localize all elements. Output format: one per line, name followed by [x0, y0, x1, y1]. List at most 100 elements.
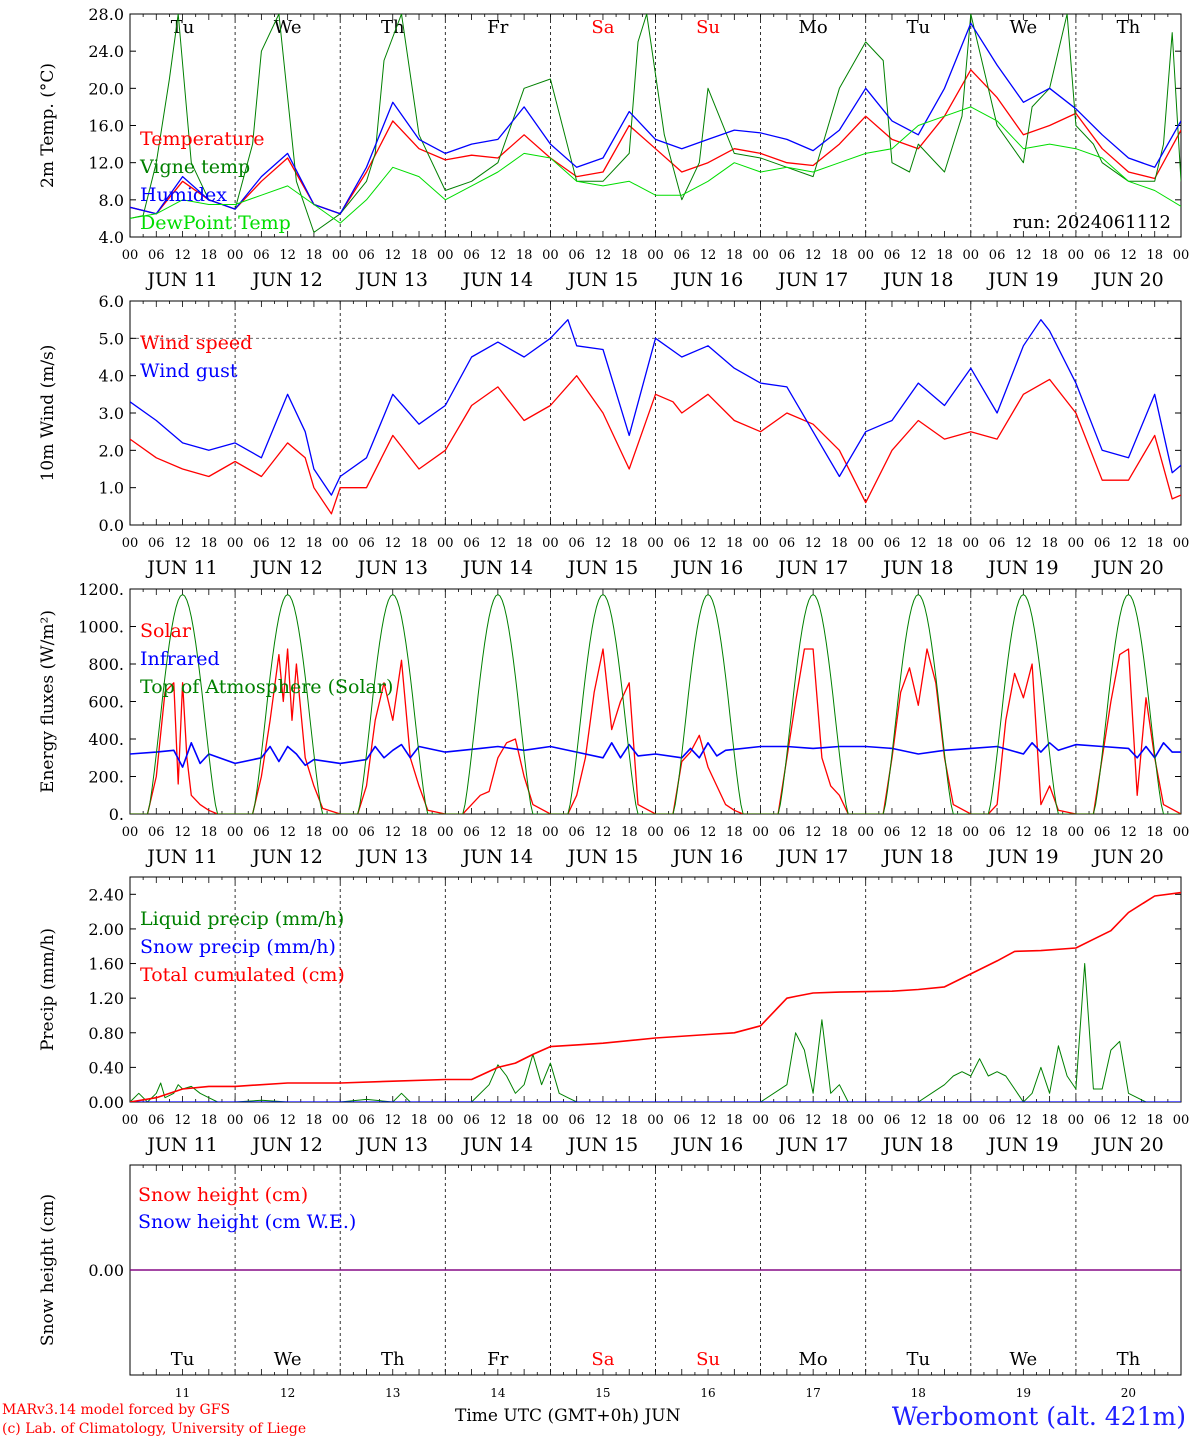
hour-label: 12 — [384, 825, 401, 840]
hour-label: 00 — [1173, 825, 1190, 840]
hour-label: 06 — [253, 536, 270, 551]
date-label: JUN 19 — [986, 557, 1058, 579]
day-name: Su — [696, 17, 720, 38]
y-tick-label: 1.0 — [99, 479, 124, 498]
day-name: Mo — [799, 1349, 828, 1370]
series-group — [130, 319, 1181, 515]
y-tick-label: 16.0 — [88, 117, 124, 136]
hour-label: 00 — [122, 248, 139, 263]
hour-label: 06 — [358, 825, 375, 840]
hour-label: 18 — [1146, 825, 1163, 840]
panel-2: 0.0 1.0 2.0 3.0 4.0 5.0 6.0 10m Wind (m/s) 00 06 1… — [38, 292, 1189, 579]
date-label: JUN 19 — [986, 846, 1058, 868]
y-tick-label: 0.0 — [99, 516, 124, 535]
day-name: Th — [1117, 1349, 1141, 1370]
hour-label: 18 — [621, 1113, 638, 1128]
hour-label: 18 — [201, 248, 218, 263]
hour-label: 18 — [201, 825, 218, 840]
y-axis-label: 2m Temp. (°C) — [38, 63, 58, 188]
hour-label: 00 — [227, 1113, 244, 1128]
hour-label: 00 — [437, 536, 454, 551]
hour-label: 12 — [1015, 825, 1032, 840]
hour-label: 06 — [463, 248, 480, 263]
hour-label: 00 — [542, 825, 559, 840]
legend-entry: Wind gust — [140, 360, 238, 382]
hour-label: 06 — [568, 825, 585, 840]
hour-label: 00 — [332, 1113, 349, 1128]
hour-label: 12 — [490, 825, 507, 840]
hour-label: 18 — [1146, 248, 1163, 263]
hour-label: 06 — [1094, 248, 1111, 263]
run-label: run: 2024061112 — [1013, 212, 1171, 233]
meteogram-svg: 4.0 8.0 12.0 16.0 20.0 24.0 28.0 2m Temp. (°C) 0… — [38, 5, 1190, 1400]
date-label: JUN 15 — [566, 846, 638, 868]
hour-label: 06 — [989, 248, 1006, 263]
day-name: We — [274, 1349, 302, 1370]
day-name: Tu — [906, 17, 930, 38]
date-label: JUN 16 — [671, 1134, 743, 1156]
y-tick-label: 4.0 — [99, 367, 124, 386]
y-tick-label: 20.0 — [88, 79, 124, 98]
hour-label: 00 — [542, 248, 559, 263]
date-label: JUN 20 — [1091, 557, 1163, 579]
day-name: Th — [1117, 17, 1141, 38]
hour-label: 18 — [831, 825, 848, 840]
y-tick-label: 6.0 — [99, 292, 124, 311]
date-label: JUN 15 — [566, 269, 638, 291]
day-number: 13 — [385, 1386, 400, 1400]
hour-label: 18 — [201, 536, 218, 551]
series-line-wind-speed — [130, 375, 1181, 515]
hour-label: 18 — [1041, 825, 1058, 840]
plot-frame — [129, 588, 1182, 815]
legend-entry: Snow height (cm W.E.) — [138, 1211, 356, 1233]
hour-label: 06 — [674, 248, 691, 263]
series-line-dewpoint-temp — [130, 106, 1181, 224]
hour-label: 12 — [174, 1113, 191, 1128]
hour-label: 12 — [595, 248, 612, 263]
hour-label: 00 — [752, 1113, 769, 1128]
legend-entry: Liquid precip (mm/h) — [140, 908, 344, 930]
date-label: JUN 15 — [566, 557, 638, 579]
hour-label: 00 — [227, 536, 244, 551]
day-name: Th — [381, 17, 405, 38]
hour-label: 06 — [358, 536, 375, 551]
hour-label: 06 — [989, 825, 1006, 840]
series-line-wind-gust — [130, 319, 1181, 496]
hour-label: 00 — [647, 825, 664, 840]
hour-label: 00 — [647, 1113, 664, 1128]
hour-label: 00 — [857, 1113, 874, 1128]
hour-label: 18 — [831, 248, 848, 263]
panel-4: 0.00 0.40 0.80 1.20 1.60 2.00 2.40 Precip (mm/h… — [38, 876, 1190, 1156]
panel-1: 4.0 8.0 12.0 16.0 20.0 24.0 28.0 2m Temp. (°C) 0… — [38, 5, 1189, 291]
hour-label: 12 — [279, 825, 296, 840]
hour-label: 12 — [1120, 248, 1137, 263]
hour-label: 00 — [1173, 1113, 1190, 1128]
day-name: We — [1010, 17, 1038, 38]
hour-label: 06 — [253, 825, 270, 840]
hour-label: 18 — [306, 536, 323, 551]
hour-label: 12 — [384, 248, 401, 263]
hour-label: 00 — [542, 536, 559, 551]
hour-label: 00 — [122, 536, 139, 551]
panel-3: 0. 200. 400. 600. 800. 1000. 1200. Energy fluxe… — [38, 580, 1189, 868]
date-label: JUN 16 — [671, 269, 743, 291]
date-label: JUN 16 — [671, 557, 743, 579]
hour-label: 18 — [201, 1113, 218, 1128]
hour-label: 00 — [963, 825, 980, 840]
hour-label: 12 — [595, 536, 612, 551]
date-label: JUN 12 — [250, 846, 322, 868]
day-number: 20 — [1121, 1386, 1136, 1400]
station-name: Werbomont (alt. 421m) — [891, 1402, 1186, 1431]
hour-label: 06 — [779, 248, 796, 263]
hour-label: 00 — [227, 825, 244, 840]
hour-label: 00 — [1173, 248, 1190, 263]
hour-label: 12 — [1120, 536, 1137, 551]
y-tick-label: 400. — [88, 730, 124, 749]
hour-label: 06 — [1094, 1113, 1111, 1128]
lab-credit: (c) Lab. of Climatology, University of L… — [2, 1421, 307, 1437]
hour-label: 06 — [148, 248, 165, 263]
hour-label: 18 — [726, 825, 743, 840]
hour-label: 06 — [148, 536, 165, 551]
y-tick-label: 1.20 — [88, 989, 124, 1008]
hour-label: 12 — [1015, 248, 1032, 263]
